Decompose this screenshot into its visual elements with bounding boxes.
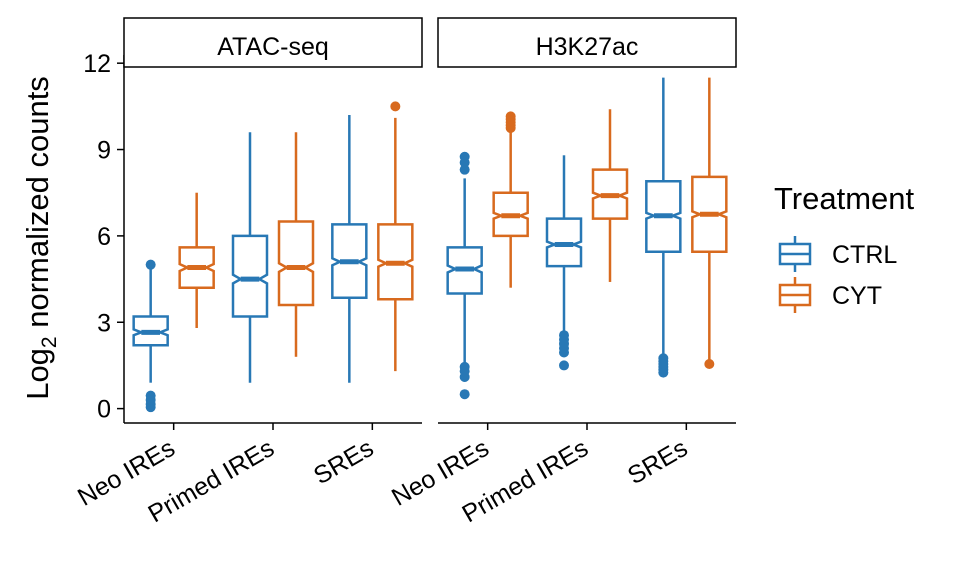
legend-title: Treatment	[774, 181, 915, 216]
outlier-point	[390, 101, 401, 112]
outlier-point	[505, 111, 516, 122]
panel-title: H3K27ac	[536, 33, 639, 61]
box-cyt	[178, 192, 215, 329]
outlier-point	[559, 360, 569, 371]
outlier-point	[459, 164, 470, 175]
y-tick-label: 9	[97, 137, 111, 165]
outlier-point	[704, 358, 715, 369]
y-tick-label: 6	[97, 223, 111, 251]
x-tick-label: SREs	[309, 434, 378, 490]
box-cyt	[691, 77, 728, 369]
box-ctrl	[331, 114, 368, 383]
box-body	[277, 220, 315, 307]
x-tick-label: SREs	[623, 434, 692, 490]
box-ctrl	[446, 151, 483, 400]
y-axis-title: Log2 normalized counts	[20, 76, 61, 400]
box-cyt	[591, 109, 629, 282]
box-cyt	[277, 132, 315, 357]
box-cyt	[377, 101, 414, 372]
box-ctrl	[132, 259, 169, 413]
outlier-point	[145, 259, 156, 270]
box-body	[231, 234, 269, 318]
panel-strip	[123, 17, 423, 68]
outlier-point	[459, 389, 470, 400]
legend-item-ctrl: CTRL	[778, 236, 897, 272]
legend-item-cyt: CYT	[778, 277, 882, 313]
box-ctrl	[545, 155, 583, 371]
y-axis: 0 3 6 9 12	[83, 50, 125, 424]
panel-title: ATAC-seq	[217, 33, 329, 61]
outlier-point	[658, 353, 669, 364]
box-ctrl	[231, 132, 269, 383]
outlier-point	[459, 361, 470, 372]
legend: Treatment CTRL CYT	[774, 181, 915, 313]
box-ctrl	[645, 77, 682, 378]
legend-label: CYT	[832, 282, 882, 310]
panel-strip	[437, 17, 737, 68]
outlier-point	[559, 330, 569, 341]
y-axis-title-group: Log2 normalized counts	[20, 76, 61, 400]
outlier-point	[459, 151, 470, 162]
y-tick-label: 3	[97, 309, 111, 337]
y-axis-title-subscript: 2	[38, 336, 61, 348]
y-axis-title-main: Log	[20, 348, 55, 400]
box-cyt	[492, 111, 529, 288]
y-axis-title-suffix: normalized counts	[20, 76, 55, 336]
outlier-point	[145, 390, 156, 401]
y-tick-label: 12	[83, 50, 111, 78]
legend-label: CTRL	[832, 241, 897, 269]
y-tick-label: 0	[97, 396, 111, 424]
